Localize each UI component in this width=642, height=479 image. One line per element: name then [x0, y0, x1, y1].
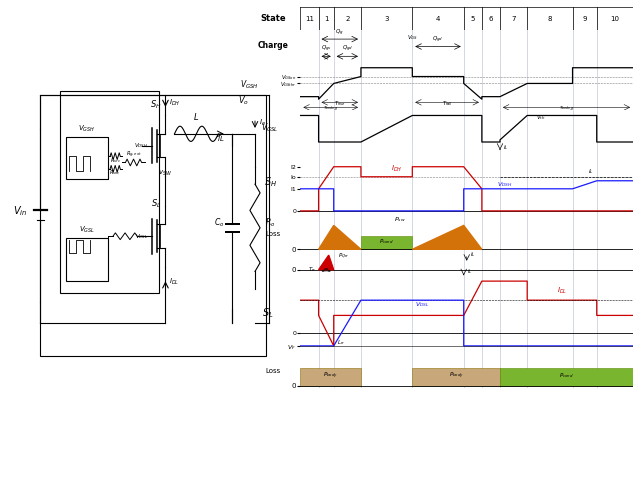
Text: $I_L$: $I_L$ [587, 167, 594, 176]
Text: 11: 11 [305, 16, 314, 22]
Text: $V_o$: $V_o$ [238, 94, 249, 107]
Y-axis label: $S_L$: $S_L$ [262, 307, 273, 320]
Text: $R_{snc}$: $R_{snc}$ [109, 168, 121, 177]
Y-axis label: $V_{GSL}$: $V_{GSL}$ [261, 121, 279, 134]
Text: $R_{src}$: $R_{src}$ [110, 156, 121, 164]
Text: $P_{sw}$: $P_{sw}$ [394, 216, 406, 224]
Text: $V_{DSH}$: $V_{DSH}$ [171, 141, 184, 150]
Text: $L$: $L$ [193, 111, 199, 122]
Polygon shape [318, 226, 361, 249]
Text: $T_{rise}$: $T_{rise}$ [334, 99, 345, 108]
Text: $P_{cond}$: $P_{cond}$ [559, 371, 574, 380]
Y-axis label: $S_H$: $S_H$ [265, 175, 277, 189]
Text: $V_{th}$: $V_{th}$ [536, 113, 546, 122]
Text: 7: 7 [511, 16, 516, 22]
Text: State: State [261, 14, 286, 23]
Text: $P_{body}$: $P_{body}$ [449, 371, 464, 381]
Text: 2: 2 [345, 16, 349, 22]
Text: 1: 1 [324, 16, 329, 22]
Text: 4: 4 [436, 16, 440, 22]
Text: $I_L$: $I_L$ [467, 267, 473, 276]
Text: $IL$: $IL$ [218, 135, 225, 143]
Text: 8: 8 [548, 16, 552, 22]
Text: $T_{fall}$: $T_{fall}$ [442, 99, 453, 108]
Text: $V_{DSL}$: $V_{DSL}$ [415, 300, 430, 309]
Text: $C_o$: $C_o$ [214, 217, 224, 229]
Text: $I_{DL}$: $I_{DL}$ [557, 285, 568, 296]
Polygon shape [318, 255, 334, 270]
Text: $P_{Qrr}$: $P_{Qrr}$ [338, 252, 350, 261]
Text: $I_{DH}$: $I_{DH}$ [391, 164, 403, 174]
Text: $R_{g,ext}$: $R_{g,ext}$ [126, 150, 141, 160]
Text: $I_L$: $I_L$ [470, 251, 475, 259]
Text: Loss: Loss [266, 231, 281, 237]
Bar [60, 91, 159, 293]
Text: $V_{in}$: $V_{in}$ [13, 204, 28, 218]
Text: 10: 10 [611, 16, 620, 22]
Y-axis label: $V_{GSH}$: $V_{GSH}$ [240, 79, 259, 91]
Bar [361, 236, 412, 249]
Text: $I_{DH}$: $I_{DH}$ [169, 98, 180, 108]
Text: 3: 3 [385, 16, 389, 22]
Text: Charge: Charge [258, 41, 289, 49]
Text: $P_{body}$: $P_{body}$ [323, 371, 338, 381]
Bar [40, 95, 266, 356]
Bar [65, 137, 108, 179]
Text: Loss: Loss [266, 367, 281, 374]
Text: 6: 6 [489, 16, 493, 22]
Bar [500, 368, 633, 386]
Text: $V_{GSL}$: $V_{GSL}$ [79, 225, 95, 235]
Text: $I_L$: $I_L$ [503, 143, 508, 151]
Text: $V_{DSH}$: $V_{DSH}$ [134, 141, 148, 150]
Text: $V_{GSH}$: $V_{GSH}$ [78, 124, 96, 134]
Text: $V_{GS}$: $V_{GS}$ [407, 33, 418, 42]
Text: $Q_{gs}$: $Q_{gs}$ [321, 44, 331, 54]
Polygon shape [412, 226, 482, 249]
Text: $Q_{gd}$: $Q_{gd}$ [432, 35, 444, 46]
Text: $T_{bodx\_g}$: $T_{bodx\_g}$ [559, 104, 575, 114]
Bar [300, 368, 361, 386]
Text: $Q_g$: $Q_g$ [335, 28, 344, 38]
Text: $Q_{gd}$: $Q_{gd}$ [342, 44, 353, 54]
Text: $V_{DSH}$: $V_{DSH}$ [497, 180, 512, 189]
Text: $S_L$: $S_L$ [151, 198, 161, 210]
Text: 9: 9 [582, 16, 587, 22]
Text: $S_H$: $S_H$ [150, 99, 162, 111]
Text: $L_{rr}$: $L_{rr}$ [337, 338, 345, 347]
Text: $I_o$: $I_o$ [259, 117, 266, 128]
Text: $P_{cond}$: $P_{cond}$ [379, 237, 394, 246]
Text: $T_{bodx\_g}$: $T_{bodx\_g}$ [323, 104, 338, 114]
Text: $I_{DL}$: $I_{DL}$ [169, 277, 179, 287]
Text: $T_{rr}$: $T_{rr}$ [308, 265, 317, 274]
Text: $V_{DSL}$: $V_{DSL}$ [135, 232, 148, 240]
Bar [412, 368, 500, 386]
Bar [65, 239, 108, 281]
Text: $R_o$: $R_o$ [265, 217, 275, 229]
Text: 5: 5 [471, 16, 475, 22]
Text: $v_{SW}$: $v_{SW}$ [159, 169, 173, 178]
